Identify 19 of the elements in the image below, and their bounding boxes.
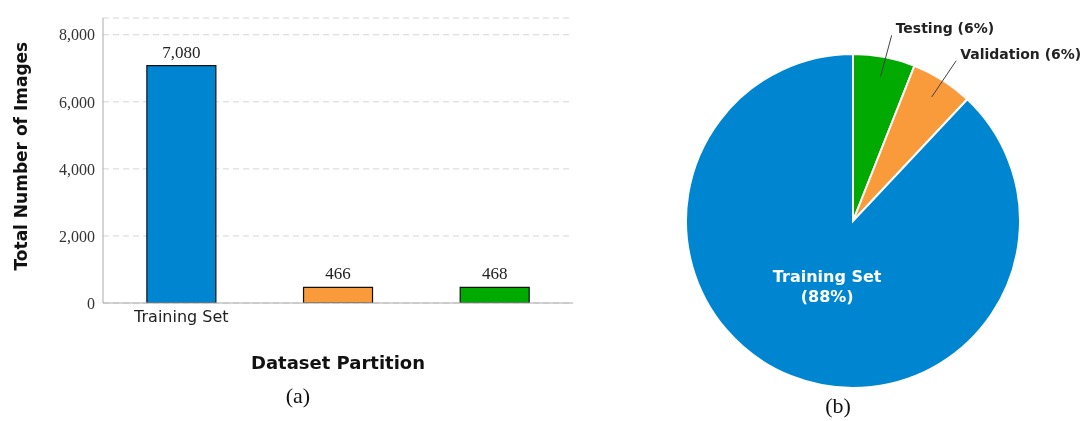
data-label: (88%) xyxy=(800,287,854,307)
y-axis-title: Total Number of Images xyxy=(11,41,32,271)
slice-label: Testing (6%) xyxy=(895,20,995,37)
x-axis-title: Dataset Partition xyxy=(250,352,426,373)
y-tick-label: 4,000 xyxy=(59,160,95,178)
y-tick-label: 6,000 xyxy=(59,93,95,111)
bar xyxy=(459,286,530,303)
text: (b) xyxy=(824,393,852,419)
slice-label: Validation (6%) xyxy=(960,45,1082,62)
data-label: 468 xyxy=(481,264,508,284)
data-label: 466 xyxy=(325,264,351,284)
data-label: 7,080 xyxy=(162,42,201,62)
y-tick-label: 2,000 xyxy=(59,227,95,245)
bar xyxy=(302,286,374,303)
bar xyxy=(146,65,217,303)
slice-label: Training Set xyxy=(772,267,882,287)
y-tick-label: 8,000 xyxy=(59,26,95,44)
y-tick-label: 0 xyxy=(87,294,95,312)
text: (a) xyxy=(284,383,312,409)
